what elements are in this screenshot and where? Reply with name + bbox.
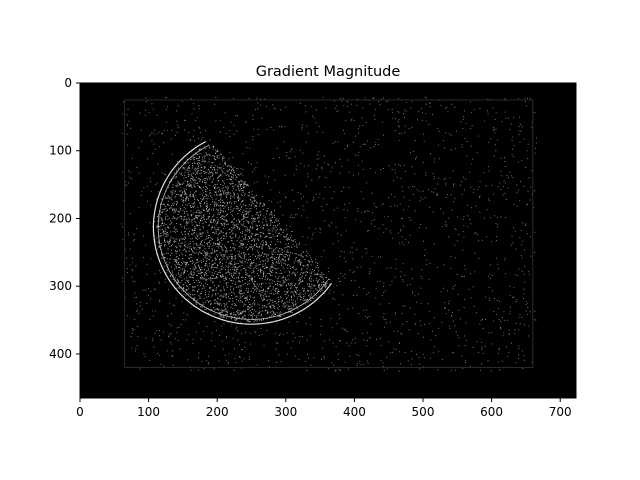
y-tick-label: 400 bbox=[49, 347, 72, 361]
x-tick-label: 300 bbox=[274, 405, 297, 419]
plot-area bbox=[79, 82, 577, 399]
x-tick-label: 700 bbox=[549, 405, 572, 419]
x-tick-label: 200 bbox=[206, 405, 229, 419]
y-tick-label: 200 bbox=[49, 211, 72, 225]
x-tick-label: 500 bbox=[412, 405, 435, 419]
x-tick-label: 0 bbox=[76, 405, 84, 419]
x-axis: 0 100 200 300 400 500 600 700 bbox=[76, 398, 572, 419]
edge-rim-inner bbox=[157, 145, 329, 320]
y-tick-label: 300 bbox=[49, 279, 72, 293]
y-axis: 0 100 200 300 400 bbox=[49, 76, 80, 361]
y-tick-label: 0 bbox=[64, 76, 72, 90]
x-tick-label: 600 bbox=[480, 405, 503, 419]
x-tick-label: 100 bbox=[137, 405, 160, 419]
half-disc-edge bbox=[152, 140, 333, 325]
y-tick-label: 100 bbox=[49, 144, 72, 158]
image-background bbox=[80, 83, 576, 398]
edge-texture bbox=[156, 145, 331, 323]
faint-border bbox=[124, 99, 534, 369]
chart-title: Gradient Magnitude bbox=[256, 64, 401, 80]
x-tick-label: 400 bbox=[343, 405, 366, 419]
axes-frame bbox=[79, 82, 577, 399]
edge-rim-outer bbox=[152, 140, 333, 325]
